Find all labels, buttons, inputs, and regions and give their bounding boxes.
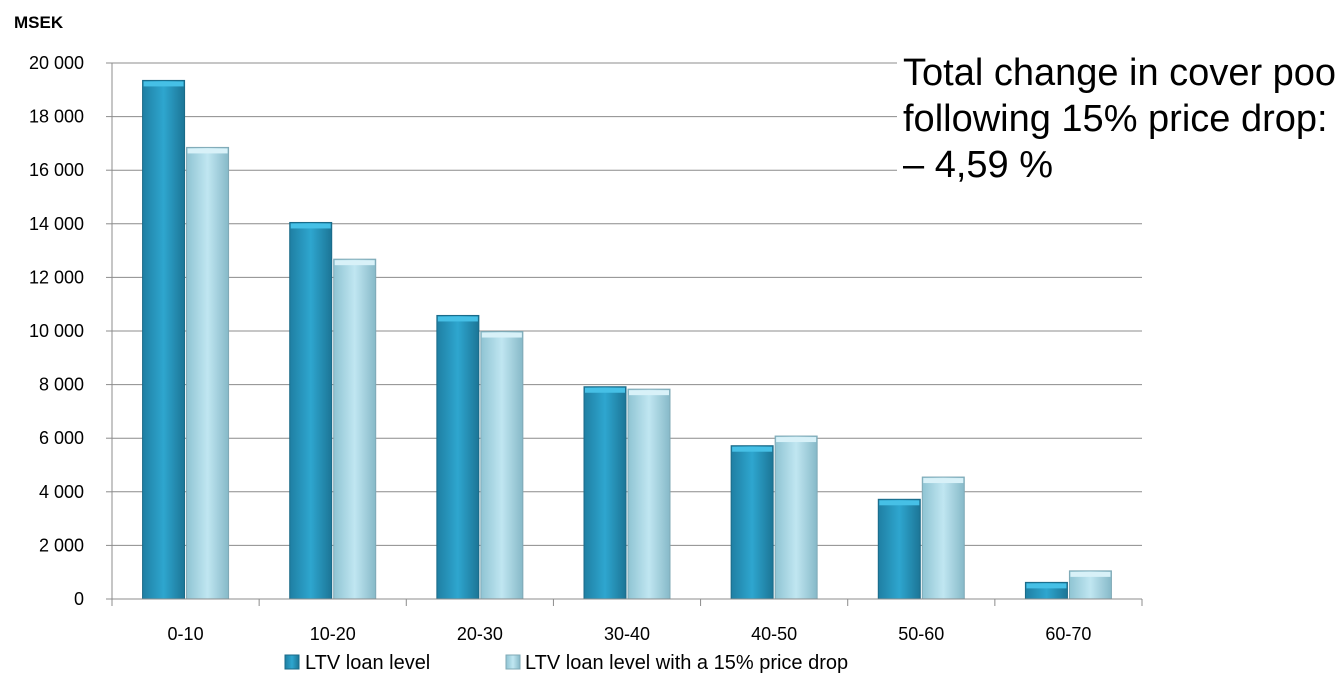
bar-top-bevel bbox=[923, 478, 964, 484]
x-tick-label: 0-10 bbox=[168, 624, 204, 644]
x-tick-label: 20-30 bbox=[457, 624, 503, 644]
bar-ltv-loan-level-10-20 bbox=[289, 221, 333, 600]
bar-ltv-price-drop-30-40 bbox=[627, 388, 671, 600]
note-line-3: – 4,59 % bbox=[903, 144, 1053, 186]
y-tick-label: 20 000 bbox=[29, 53, 84, 73]
bar-ltv-loan-level-20-30 bbox=[436, 314, 480, 600]
bar-top-bevel bbox=[1070, 571, 1111, 577]
x-tick-label: 50-60 bbox=[898, 624, 944, 644]
gridlines bbox=[112, 62, 1142, 546]
bar-top-bevel bbox=[437, 316, 478, 322]
y-tick-label: 6 000 bbox=[39, 428, 84, 448]
y-axis: 0 2 000 4 000 6 000 8 000 10 000 12 000 14 000 1… bbox=[29, 53, 113, 609]
bar-top-bevel bbox=[290, 223, 331, 229]
bar-top-bevel bbox=[776, 437, 817, 443]
y-tick-label: 18 000 bbox=[29, 107, 84, 127]
bar-ltv-price-drop-20-30 bbox=[480, 331, 524, 600]
bar-ltv-price-drop-0-10 bbox=[186, 146, 230, 600]
bar-ltv-loan-level-0-10 bbox=[142, 79, 186, 600]
bar-top-bevel bbox=[585, 387, 625, 393]
bar-top-bevel bbox=[879, 500, 920, 506]
legend-swatch-series-2 bbox=[505, 654, 521, 670]
y-tick-label: 14 000 bbox=[29, 214, 84, 234]
y-tick-label: 12 000 bbox=[29, 267, 84, 287]
y-tick-label: 4 000 bbox=[39, 482, 84, 502]
bar-ltv-loan-level-30-40 bbox=[583, 386, 627, 600]
y-tick-label: 2 000 bbox=[39, 535, 84, 555]
legend-label-series-1: LTV loan level bbox=[305, 652, 430, 674]
y-tick-label: 0 bbox=[74, 589, 84, 609]
y-axis-unit-label: MSEK bbox=[14, 13, 64, 32]
bar-top-bevel bbox=[334, 260, 375, 266]
bars bbox=[142, 79, 1112, 600]
bar-ltv-price-drop-40-50 bbox=[774, 435, 818, 600]
x-tick-label: 60-70 bbox=[1045, 624, 1091, 644]
y-tick-label: 16 000 bbox=[29, 160, 84, 180]
bar-ltv-price-drop-10-20 bbox=[333, 258, 377, 600]
bar-ltv-loan-level-40-50 bbox=[730, 445, 774, 600]
cover-pool-change-note: Total change in cover pool following 15%… bbox=[897, 50, 1338, 188]
bar-ltv-loan-level-50-60 bbox=[877, 498, 921, 600]
legend: LTV loan level LTV loan level with a 15%… bbox=[284, 652, 848, 674]
bar-ltv-price-drop-50-60 bbox=[921, 476, 965, 600]
bar-top-bevel bbox=[629, 390, 669, 396]
x-tick-label: 40-50 bbox=[751, 624, 797, 644]
y-tick-label: 8 000 bbox=[39, 375, 84, 395]
note-line-2: following 15% price drop: bbox=[903, 98, 1328, 140]
x-tick-label: 10-20 bbox=[310, 624, 356, 644]
note-line-1: Total change in cover pool bbox=[903, 52, 1338, 94]
legend-label-series-2: LTV loan level with a 15% price drop bbox=[525, 652, 848, 674]
legend-swatch-series-1 bbox=[284, 654, 300, 670]
bar-top-bevel bbox=[143, 81, 184, 87]
bar-top-bevel bbox=[1026, 583, 1067, 589]
x-axis: 0-10 10-20 20-30 30-40 40-50 50-60 60-70 bbox=[111, 598, 1143, 644]
bar-top-bevel bbox=[732, 446, 773, 452]
bar-top-bevel bbox=[481, 332, 522, 338]
x-tick-label: 30-40 bbox=[604, 624, 650, 644]
y-tick-label: 10 000 bbox=[29, 321, 84, 341]
bar-top-bevel bbox=[187, 148, 228, 154]
